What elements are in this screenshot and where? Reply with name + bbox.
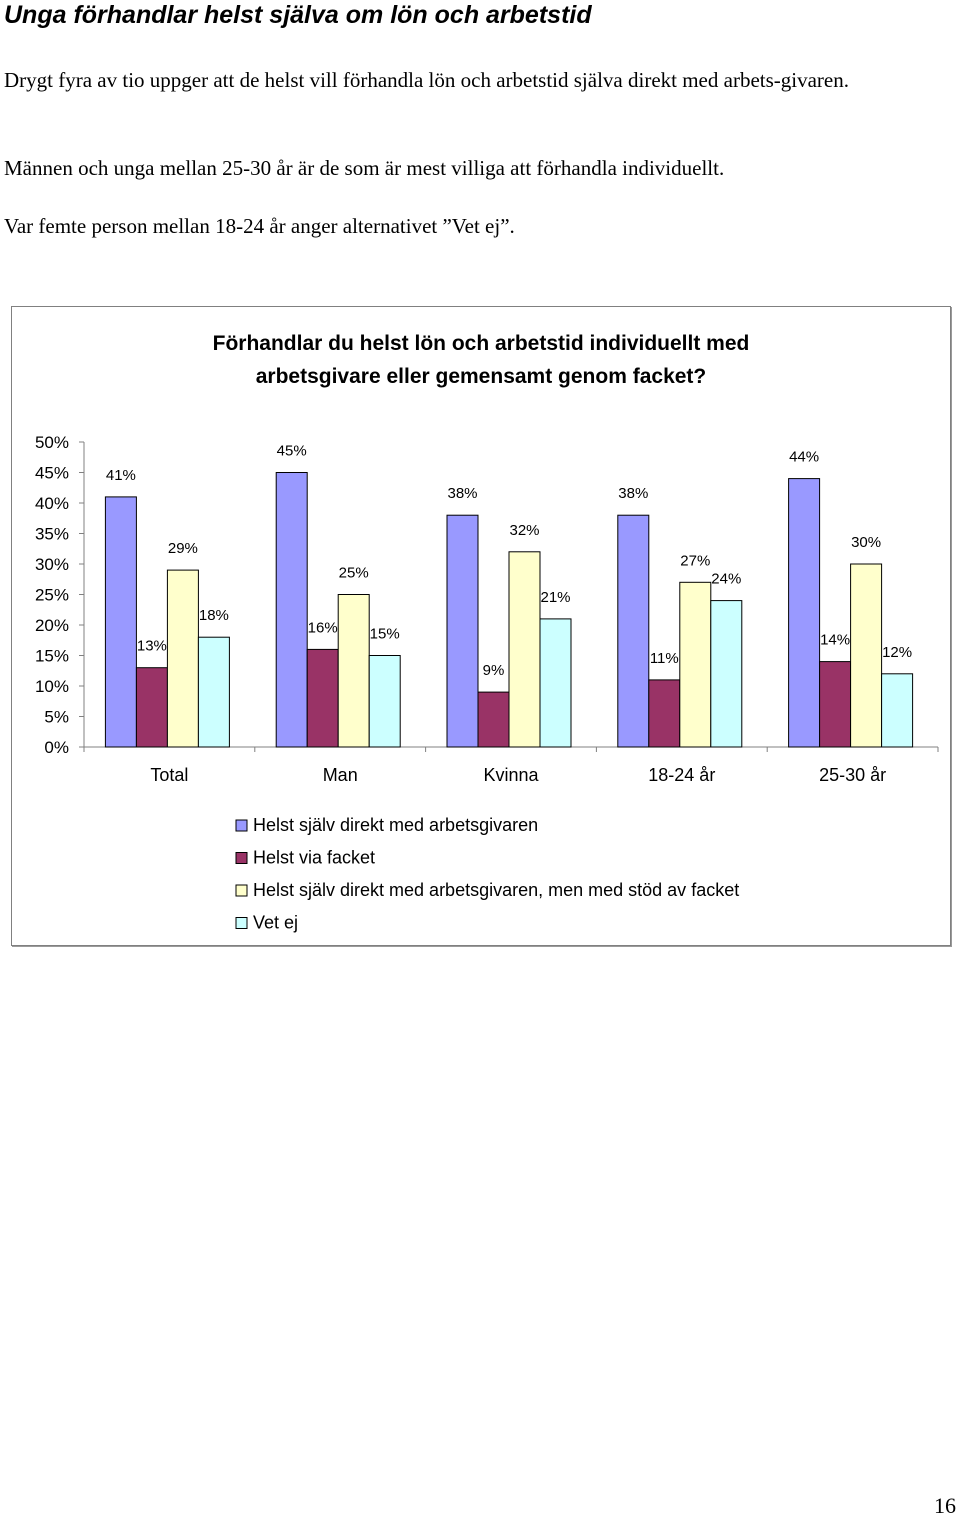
bar-data-label: 12%	[882, 644, 912, 661]
legend-label: Helst via facket	[253, 848, 375, 868]
bar	[337, 594, 370, 748]
x-category-label: 18-24 år	[648, 765, 715, 785]
legend-swatch	[235, 852, 248, 864]
bar-data-label: 27%	[680, 552, 710, 569]
bar-data-label: 15%	[370, 626, 400, 643]
y-tick-label: 40%	[35, 494, 69, 513]
bar	[648, 679, 681, 748]
bar	[679, 581, 712, 748]
x-category-label: 25-30 år	[819, 765, 886, 785]
bar	[446, 514, 479, 748]
bar	[881, 673, 914, 748]
bar-data-label: 13%	[137, 638, 167, 655]
x-category-label: Man	[323, 765, 358, 785]
y-tick-label: 0%	[44, 738, 69, 757]
y-tick-label: 10%	[35, 677, 69, 696]
bar	[197, 636, 230, 748]
bar	[368, 655, 401, 748]
bar-data-label: 25%	[339, 565, 369, 582]
bar	[477, 691, 510, 748]
chart-title-line: arbetsgivare eller gemensamt genom facke…	[256, 365, 707, 388]
bar	[819, 661, 852, 748]
bar-chart: Förhandlar du helst lön och arbetstid in…	[35, 332, 939, 933]
bar	[306, 648, 339, 748]
y-tick-label: 20%	[35, 616, 69, 635]
bar	[788, 478, 821, 748]
bar-data-label: 44%	[789, 449, 819, 466]
legend-label: Helst själv direkt med arbetsgivaren, me…	[253, 880, 739, 900]
y-tick-label: 45%	[35, 464, 69, 483]
dont-know-paragraph: Var femte person mellan 18-24 år anger a…	[4, 214, 515, 238]
bar-data-label: 29%	[168, 540, 198, 557]
bar	[104, 496, 137, 748]
page-heading: Unga förhandlar helst själva om lön och …	[4, 1, 592, 29]
bar	[710, 600, 743, 748]
bar-data-label: 18%	[199, 607, 229, 624]
legend-swatch	[235, 917, 248, 929]
bar-data-label: 38%	[447, 485, 477, 502]
bar	[617, 514, 650, 748]
bar	[508, 551, 541, 748]
legend-label: Vet ej	[253, 913, 298, 933]
y-tick-label: 30%	[35, 555, 69, 574]
bar-data-label: 24%	[711, 571, 741, 588]
bar	[539, 618, 572, 748]
bar-data-label: 30%	[851, 534, 881, 551]
bar-data-label: 11%	[650, 650, 679, 667]
bar-data-label: 45%	[277, 443, 307, 460]
x-category-label: Kvinna	[483, 765, 539, 785]
bar-data-label: 9%	[483, 662, 505, 679]
bar	[850, 563, 883, 748]
bar-data-label: 41%	[106, 467, 136, 484]
bar-data-label: 38%	[618, 485, 648, 502]
y-tick-label: 25%	[35, 586, 69, 605]
bar	[135, 667, 168, 748]
chart-container: Förhandlar du helst lön och arbetstid in…	[11, 306, 951, 946]
y-tick-label: 50%	[35, 433, 69, 452]
bar-data-label: 32%	[509, 522, 539, 539]
legend-label: Helst själv direkt med arbetsgivaren	[253, 815, 538, 835]
legend-swatch	[235, 884, 248, 897]
y-tick-label: 15%	[35, 647, 69, 666]
y-tick-label: 5%	[44, 708, 69, 727]
intro-paragraph: Drygt fyra av tio uppger att de helst vi…	[4, 68, 849, 92]
x-category-label: Total	[150, 765, 188, 785]
bar-data-label: 21%	[540, 589, 570, 606]
bar	[275, 472, 308, 748]
bar	[166, 569, 199, 748]
chart-title-line: Förhandlar du helst lön och arbetstid in…	[213, 332, 750, 355]
y-tick-label: 35%	[35, 525, 69, 544]
bar-data-label: 14%	[820, 632, 850, 649]
legend-swatch	[235, 819, 248, 832]
men-young-paragraph: Männen och unga mellan 25-30 år är de so…	[4, 156, 725, 180]
bar-data-label: 16%	[308, 619, 338, 636]
page-number: 16	[934, 1493, 956, 1518]
